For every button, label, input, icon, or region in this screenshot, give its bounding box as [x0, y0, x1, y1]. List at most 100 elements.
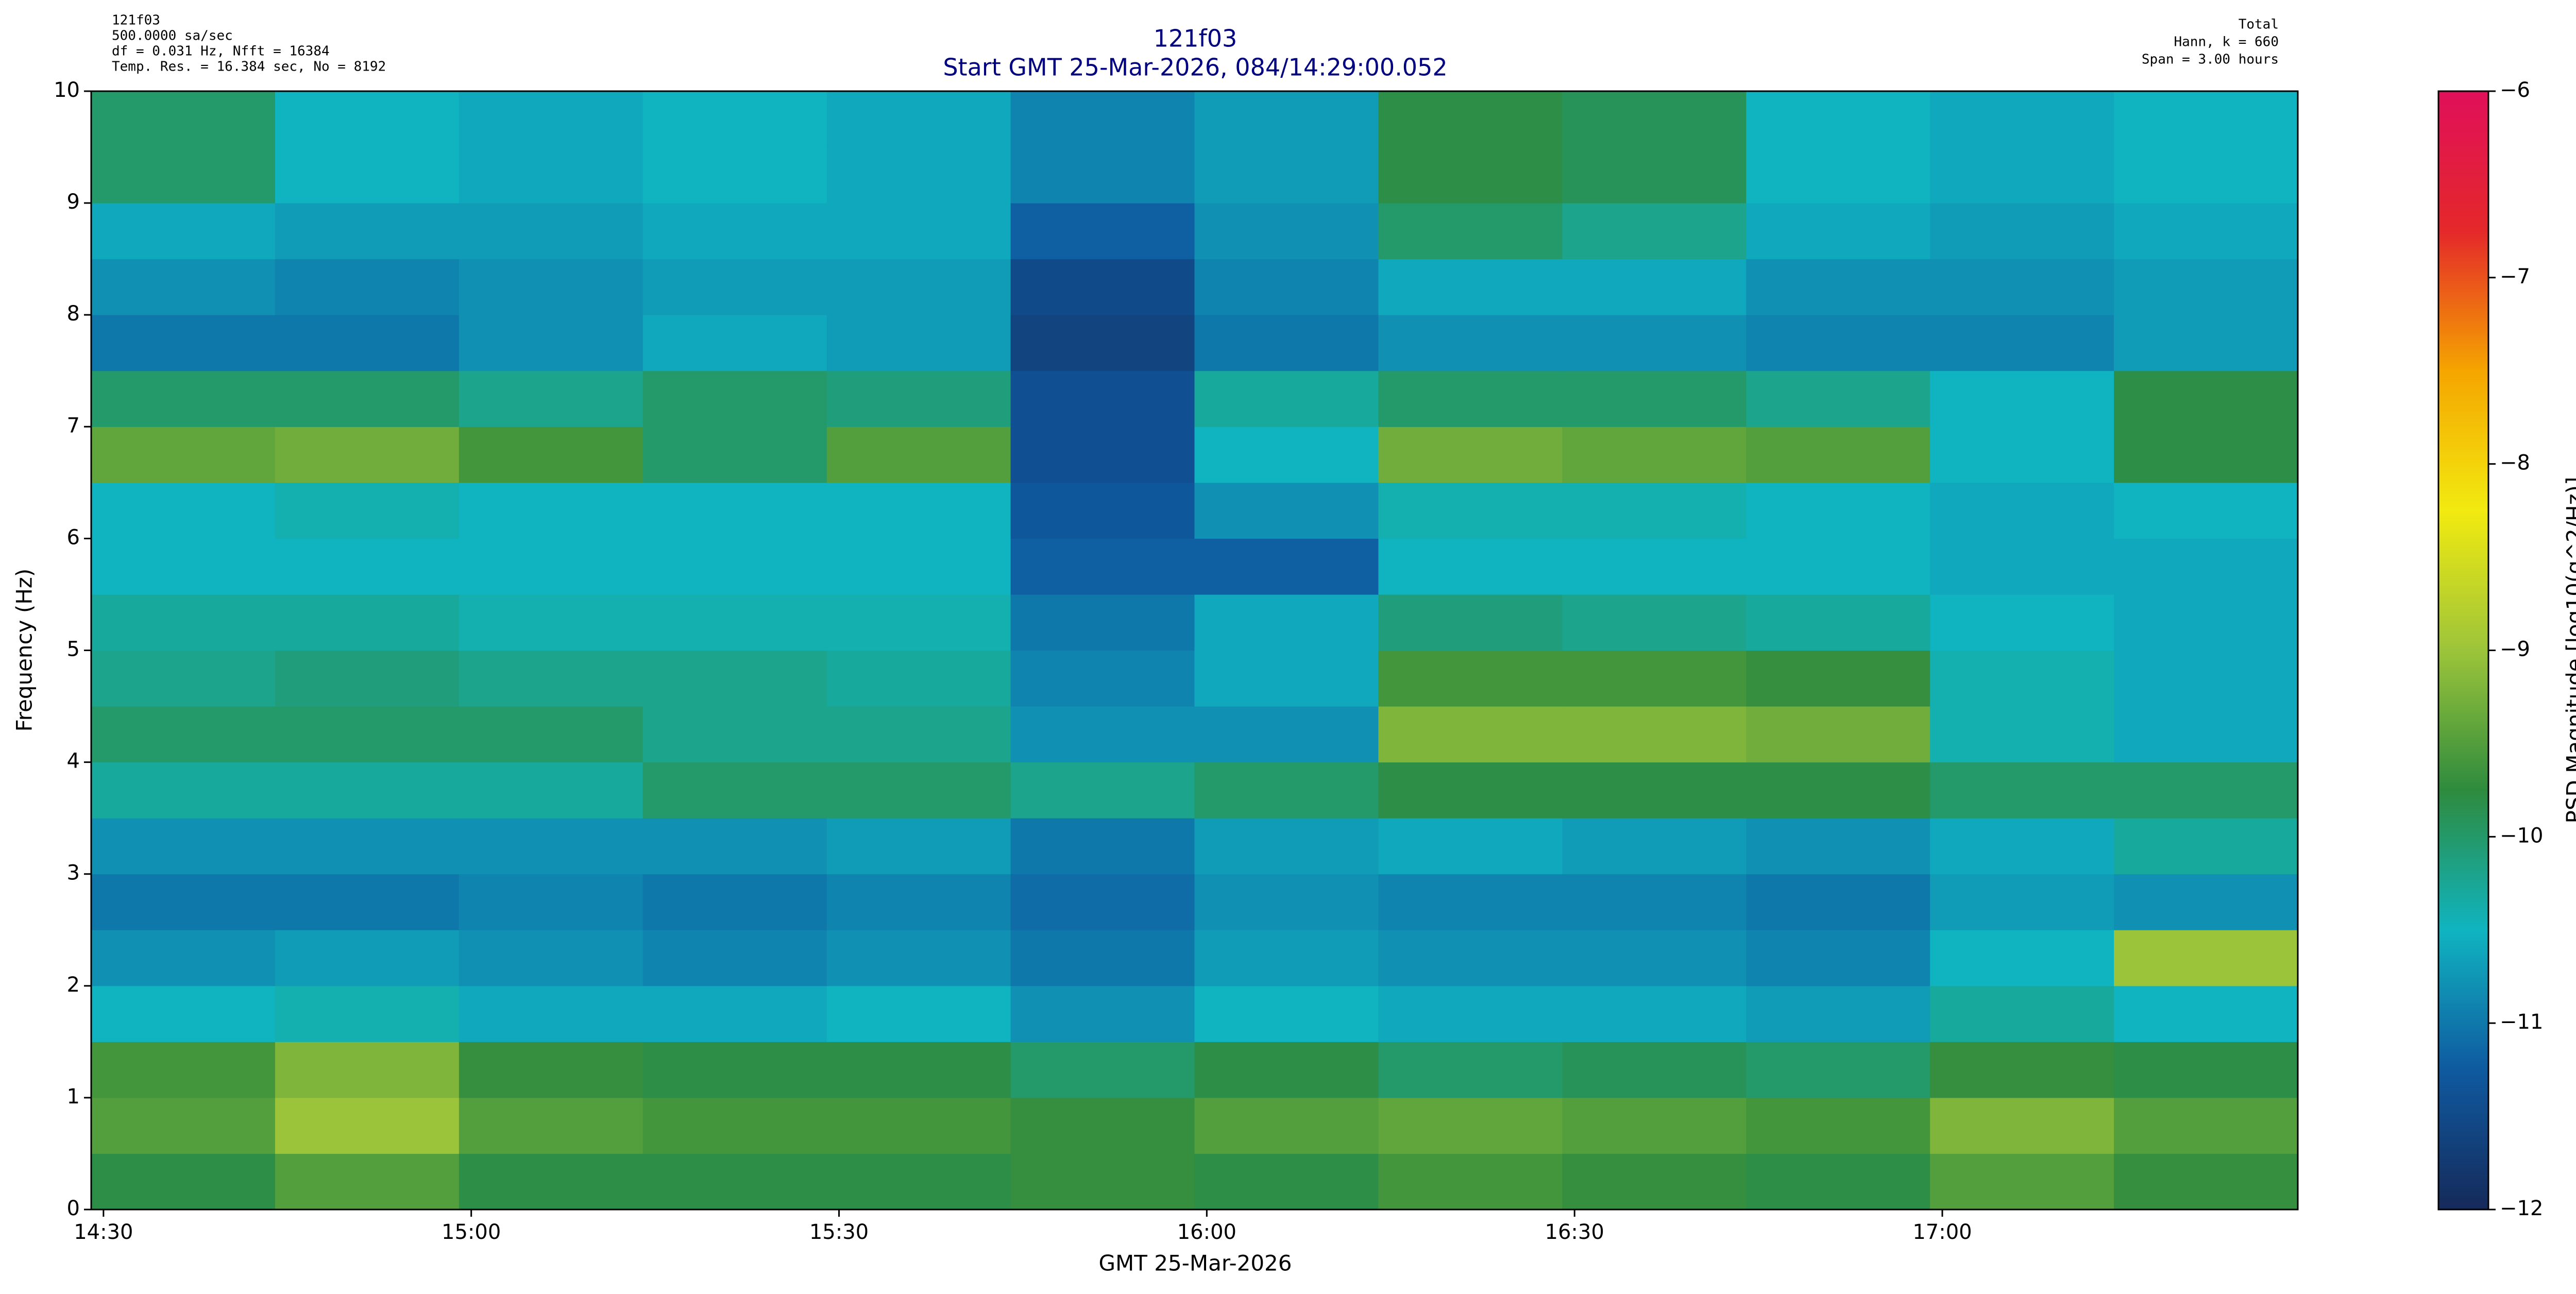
y-tick-label: 0	[67, 1197, 80, 1220]
heatmap-cell	[1378, 762, 1563, 819]
heatmap-cell	[826, 930, 1011, 986]
heatmap-cell	[459, 1042, 643, 1098]
info-left: Temp. Res. = 16.384 sec, No = 8192	[112, 59, 386, 75]
heatmap-cell	[2114, 818, 2298, 875]
chart-title: 121f03	[1154, 25, 1238, 53]
heatmap-cell	[1562, 482, 1747, 539]
heatmap-cell	[1378, 147, 1563, 203]
colorbar-tick-label: −10	[2500, 824, 2543, 847]
heatmap-cell	[1746, 594, 1930, 651]
heatmap-cell	[1378, 370, 1563, 427]
heatmap-cell	[275, 427, 460, 483]
y-tick-label: 1	[67, 1085, 80, 1109]
heatmap-cell	[1010, 538, 1195, 595]
heatmap-cell	[826, 91, 1011, 148]
heatmap-cell	[826, 482, 1011, 539]
heatmap-cell	[275, 818, 460, 875]
heatmap-cell	[275, 985, 460, 1042]
heatmap-cell	[826, 1097, 1011, 1154]
heatmap-cell	[2114, 594, 2298, 651]
info-left: 121f03	[112, 13, 160, 28]
heatmap-cell	[1562, 91, 1747, 148]
heatmap-cell	[1378, 538, 1563, 595]
heatmap-cell	[1746, 874, 1930, 930]
heatmap-cell	[1746, 482, 1930, 539]
heatmap-cell	[1194, 315, 1379, 371]
heatmap-cell	[1194, 874, 1379, 930]
heatmap-cell	[459, 1097, 643, 1154]
heatmap-cell	[1930, 315, 2114, 371]
heatmap-cell	[459, 985, 643, 1042]
heatmap-cell	[1010, 874, 1195, 930]
heatmap-cell	[1378, 482, 1563, 539]
heatmap-cell	[1378, 1097, 1563, 1154]
heatmap-cell	[275, 874, 460, 930]
heatmap-cell	[1930, 538, 2114, 595]
heatmap-cell	[1930, 147, 2114, 203]
heatmap-cell	[459, 874, 643, 930]
heatmap-cell	[1746, 985, 1930, 1042]
heatmap-cell	[1930, 370, 2114, 427]
heatmap-cell	[642, 985, 827, 1042]
heatmap-cell	[275, 538, 460, 595]
heatmap-cell	[1194, 650, 1379, 707]
heatmap-cell	[1194, 427, 1379, 483]
heatmap-cell	[826, 874, 1011, 930]
heatmap-cell	[1378, 985, 1563, 1042]
colorbar-tick-label: −6	[2500, 78, 2530, 102]
heatmap-cell	[459, 706, 643, 763]
y-tick-label: 8	[67, 302, 80, 326]
heatmap-cell	[1194, 538, 1379, 595]
heatmap-cell	[275, 650, 460, 707]
info-right: Total	[2239, 17, 2279, 32]
heatmap-cell	[1562, 985, 1747, 1042]
colorbar-tick-label: −11	[2500, 1010, 2543, 1034]
heatmap-cell	[459, 427, 643, 483]
heatmap-cell	[91, 1042, 276, 1098]
heatmap-cell	[1378, 874, 1563, 930]
heatmap-cell	[1562, 594, 1747, 651]
x-tick-label: 16:00	[1177, 1220, 1236, 1244]
heatmap-cell	[826, 818, 1011, 875]
heatmap-cell	[275, 147, 460, 203]
heatmap-cell	[2114, 538, 2298, 595]
heatmap-cell	[1930, 762, 2114, 819]
heatmap-cell	[275, 203, 460, 260]
heatmap-cell	[1562, 762, 1747, 819]
heatmap-cell	[642, 315, 827, 371]
heatmap-cell	[91, 650, 276, 707]
heatmap-cell	[1562, 370, 1747, 427]
heatmap-cell	[91, 370, 276, 427]
y-tick-label: 7	[67, 414, 80, 437]
heatmap-cell	[1194, 1042, 1379, 1098]
heatmap-cell	[1010, 930, 1195, 986]
heatmap-cell	[1010, 650, 1195, 707]
heatmap-cell	[91, 818, 276, 875]
heatmap-cell	[1194, 482, 1379, 539]
heatmap-cell	[1930, 930, 2114, 986]
heatmap-cell	[1378, 427, 1563, 483]
heatmap-cell	[1378, 818, 1563, 875]
y-tick-label: 3	[67, 861, 80, 885]
heatmap-cell	[1194, 1097, 1379, 1154]
heatmap-cell	[2114, 91, 2298, 148]
heatmap-cell	[91, 315, 276, 371]
heatmap-cell	[2114, 985, 2298, 1042]
heatmap-cell	[1746, 91, 1930, 148]
heatmap-cell	[275, 762, 460, 819]
heatmap-cell	[2114, 706, 2298, 763]
heatmap-cell	[1930, 1097, 2114, 1154]
heatmap-cell	[1746, 818, 1930, 875]
heatmap-cell	[275, 594, 460, 651]
heatmap-cell	[91, 1153, 276, 1210]
heatmap-cell	[275, 1042, 460, 1098]
heatmap-cell	[459, 594, 643, 651]
x-tick-label: 15:30	[809, 1220, 869, 1244]
heatmap-cell	[642, 1097, 827, 1154]
heatmap-cell	[459, 762, 643, 819]
x-tick-label: 16:30	[1545, 1220, 1604, 1244]
heatmap-cell	[1562, 259, 1747, 315]
heatmap-cell	[1746, 427, 1930, 483]
colorbar-tick-label: −7	[2500, 265, 2530, 288]
